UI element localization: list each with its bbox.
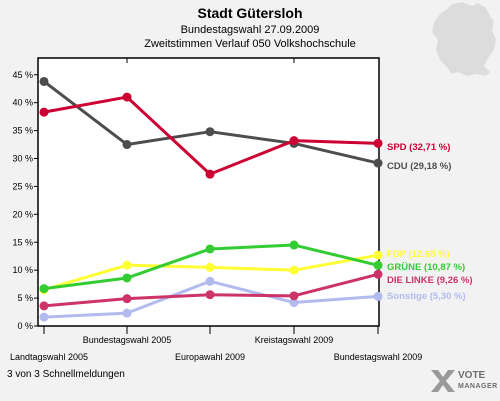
y-tick-label: 25 % (12, 181, 33, 191)
data-point (373, 291, 383, 301)
brand-name: VOTE (458, 370, 486, 381)
y-tick-label: 15 % (12, 237, 33, 247)
data-point (39, 312, 49, 322)
germany-map-icon (432, 2, 496, 76)
x-category-label: Kreistagswahl 2009 (255, 335, 334, 345)
y-tick-label: 0 % (17, 321, 33, 331)
brand-logo: VOTE MANAGER (428, 366, 500, 400)
y-tick-label: 10 % (12, 265, 33, 275)
data-point (39, 301, 49, 311)
data-point (289, 298, 299, 308)
data-point (39, 284, 49, 294)
y-tick-label: 5 % (17, 293, 33, 303)
data-point (122, 92, 132, 102)
brand-tagline: MANAGER (458, 383, 498, 390)
data-point (289, 265, 299, 275)
data-point (289, 240, 299, 250)
data-point (373, 158, 383, 168)
series-layer (39, 76, 383, 322)
data-point (39, 76, 49, 86)
series-value-label: CDU (29,18 %) (387, 161, 451, 172)
y-axis: 0 % 5 % 10 % 15 % 20 % 25 % 30 % 35 % 40 % 45 % (12, 70, 38, 331)
data-point (205, 290, 215, 300)
data-point (289, 136, 299, 146)
y-tick-label: 40 % (12, 98, 33, 108)
x-category-label: Europawahl 2009 (175, 352, 245, 362)
data-point (205, 244, 215, 254)
series-value-label: FDP (12,68 %) (387, 249, 450, 260)
y-tick-label: 30 % (12, 154, 33, 164)
series-value-label: SPD (32,71 %) (387, 142, 450, 153)
x-category-label: Landtagswahl 2005 (10, 352, 88, 362)
series-labels: SPD (32,71 %) CDU (29,18 %) FDP (12,68 %) G… (387, 142, 473, 302)
data-point (122, 273, 132, 283)
data-point (205, 169, 215, 179)
y-tick-label: 45 % (12, 70, 33, 80)
data-point (373, 138, 383, 148)
data-point (205, 276, 215, 286)
series-value-label: DIE LINKE (9,26 %) (387, 275, 473, 286)
data-point (373, 250, 383, 260)
data-point (39, 107, 49, 117)
data-point (205, 127, 215, 137)
x-axis: Landtagswahl 2005 Bundestagswahl 2005Euro… (10, 58, 422, 362)
data-point (122, 308, 132, 318)
series-value-label: Sonstige (5,30 %) (387, 291, 466, 302)
chart-subtitle-election: Bundestagswahl 27.09.2009 (181, 24, 320, 36)
data-point (289, 291, 299, 301)
x-category-label: Bundestagswahl 2005 (83, 335, 172, 345)
footer-status: 3 von 3 Schnellmeldungen (7, 369, 125, 380)
data-point (122, 140, 132, 150)
data-point (373, 269, 383, 279)
y-tick-label: 35 % (12, 126, 33, 136)
vote-x-logo-icon (431, 370, 455, 392)
data-point (122, 260, 132, 270)
data-point (373, 260, 383, 270)
data-point (205, 262, 215, 272)
chart-subtitle-district: Zweitstimmen Verlauf 050 Volkshochschule (144, 38, 356, 50)
series-value-label: GRÜNE (10,87 %) (387, 262, 465, 273)
y-tick-label: 20 % (12, 209, 33, 219)
x-category-label: Bundestagswahl 2009 (334, 352, 423, 362)
chart-title: Stadt Gütersloh (197, 5, 302, 21)
data-point (122, 294, 132, 304)
